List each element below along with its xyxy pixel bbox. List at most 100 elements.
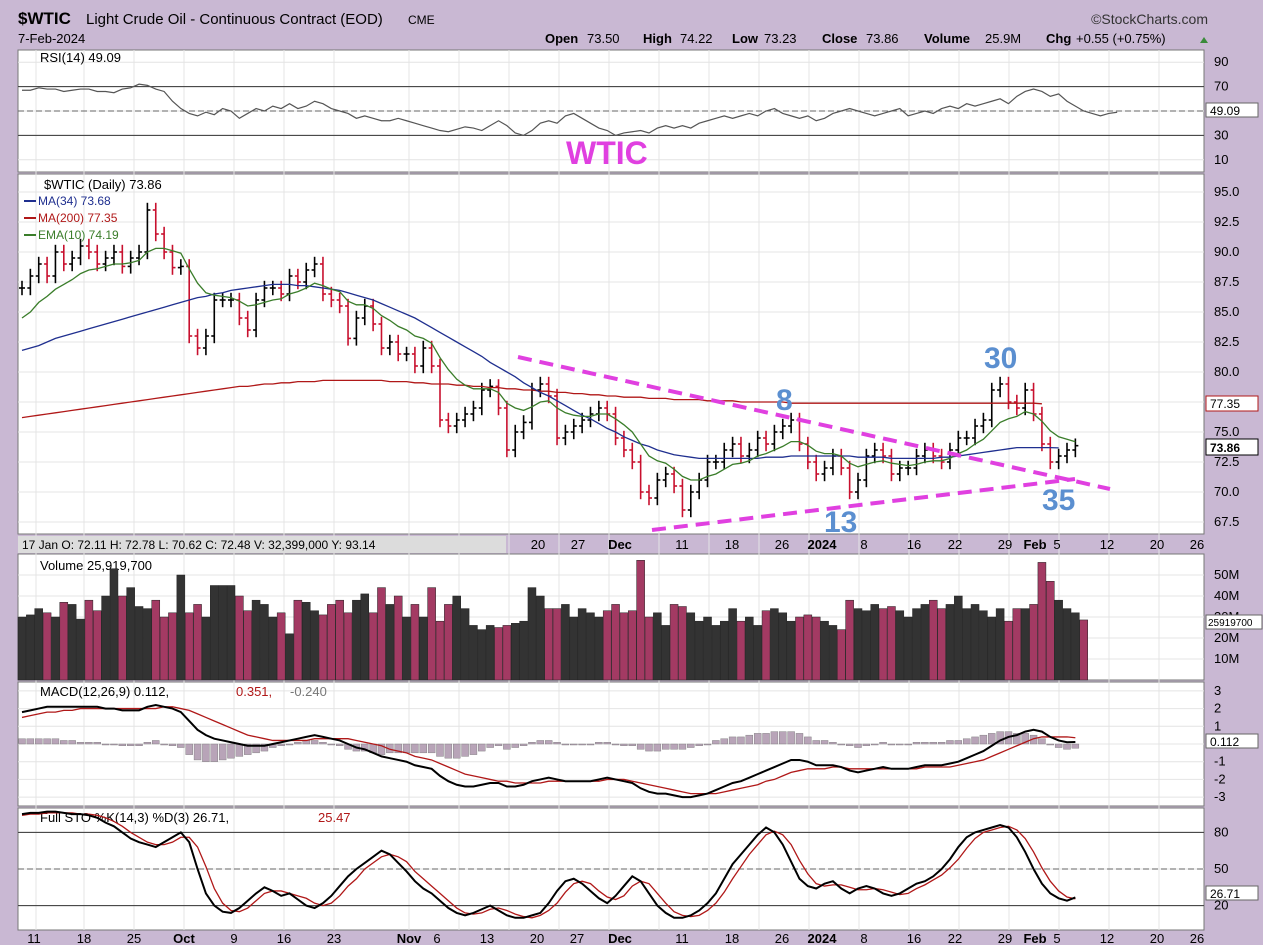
- volume-bar: [260, 604, 269, 681]
- volume-bar: [745, 616, 754, 681]
- macd-histogram-bar: [310, 740, 319, 745]
- volume-bar: [101, 595, 110, 681]
- macd-histogram-bar: [1038, 738, 1046, 745]
- macd-histogram-bar: [85, 742, 93, 745]
- bottom-axis-label: 20: [1150, 931, 1164, 945]
- macd-histogram-bar: [419, 743, 427, 754]
- volume-bar: [653, 612, 662, 681]
- macd-histogram-bar: [135, 743, 143, 746]
- macd-histogram-bar: [411, 743, 419, 754]
- volume-bar: [435, 620, 445, 681]
- price-tick-label: 67.5: [1214, 514, 1239, 529]
- volume-bar: [42, 612, 52, 681]
- bottom-axis-label: 29: [998, 931, 1012, 945]
- bottom-axis-label: 11: [27, 931, 41, 945]
- volume-bar: [360, 593, 370, 681]
- macd-histogram-bar: [962, 738, 971, 745]
- ma200-line: [21, 379, 1042, 419]
- volume-bar: [811, 616, 821, 681]
- macd-histogram-bar: [578, 743, 586, 746]
- open-label: Open: [545, 31, 578, 46]
- macd-histogram-bar: [779, 731, 787, 745]
- chg-label: Chg: [1046, 31, 1071, 46]
- macd-histogram-bar: [35, 738, 43, 745]
- volume-tick-label: 20M: [1214, 630, 1239, 645]
- macd-histogram-bar: [327, 743, 336, 746]
- macd-histogram-bar: [703, 743, 712, 746]
- price-tick-label: 80.0: [1214, 364, 1239, 379]
- macd-histogram-bar: [444, 743, 453, 759]
- macd-tick-label: -3: [1214, 789, 1226, 804]
- symbol-text: $WTIC: [18, 9, 71, 28]
- mid-axis-label: 5: [1053, 537, 1060, 552]
- macd-histogram-bar: [887, 743, 896, 746]
- ma200-value-box: [1205, 395, 1259, 412]
- mid-axis-label: 26: [775, 537, 789, 552]
- volume-bar: [134, 606, 144, 681]
- macd-histogram-bar: [845, 743, 854, 746]
- macd-tick-label: 2: [1214, 701, 1221, 716]
- volume-bar: [527, 587, 537, 681]
- macd-histogram-bar: [110, 743, 118, 746]
- macd-histogram-bar: [753, 733, 762, 745]
- volume-bar: [377, 587, 386, 681]
- volume-bar: [151, 599, 161, 681]
- macd-histogram-bar: [829, 742, 837, 745]
- volume-bar: [1071, 612, 1080, 681]
- hover-info-bar: [18, 536, 506, 553]
- volume-bar: [928, 599, 938, 681]
- macd-histogram-bar: [929, 742, 937, 745]
- rsi-tick-label: 90: [1214, 54, 1228, 69]
- volume-bar: [586, 612, 595, 681]
- cycle-label-30: 30: [984, 342, 1017, 375]
- macd-tick-label: -2: [1214, 771, 1226, 786]
- volume-value-box: [1205, 614, 1263, 630]
- volume-bar: [803, 614, 813, 681]
- bottom-axis-label: 16: [277, 931, 291, 945]
- macd-histogram-bar: [996, 731, 1004, 745]
- macd-histogram-bar: [227, 743, 235, 759]
- macd-histogram-bar: [26, 738, 35, 745]
- volume-bar: [143, 608, 152, 681]
- volume-bar: [1054, 599, 1063, 681]
- volume-bar: [67, 604, 77, 681]
- bottom-axis-label: Feb: [1023, 931, 1046, 945]
- low-value: 73.23: [764, 31, 797, 46]
- rsi-tick-label: 10: [1214, 152, 1228, 167]
- volume-bar: [786, 620, 796, 681]
- volume-bar: [552, 608, 562, 681]
- bottom-axis-label: 26: [1190, 931, 1204, 945]
- macd-histogram-bar: [528, 742, 536, 745]
- volume-bar: [703, 616, 712, 681]
- volume-bar: [686, 612, 696, 681]
- mid-axis-label: Dec: [608, 537, 632, 552]
- sto-tick-label: 50: [1214, 861, 1228, 876]
- macd-histogram-bar: [43, 738, 51, 745]
- mid-axis-label: 12: [1100, 537, 1114, 552]
- volume-label: Volume: [924, 31, 970, 46]
- macd-histogram-bar: [152, 740, 160, 745]
- volume-bar: [159, 616, 169, 681]
- volume-bar: [243, 610, 252, 681]
- macd-histogram-bar: [503, 743, 511, 750]
- macd-histogram-bar: [394, 743, 402, 754]
- macd-histogram-bar: [837, 743, 845, 746]
- volume-bar: [510, 623, 520, 681]
- volume-bar: [343, 612, 353, 681]
- bottom-axis-label: 5: [1053, 931, 1060, 945]
- volume-bar: [594, 616, 604, 681]
- volume-bar: [318, 614, 328, 681]
- bottom-axis-label: 26: [775, 931, 789, 945]
- bottom-axis-label: 6: [433, 931, 440, 945]
- volume-bar: [577, 608, 587, 681]
- volume-bar: [887, 606, 896, 681]
- ma34-legend: MA(34) 73.68: [38, 194, 111, 208]
- macd-histogram-bar: [570, 743, 578, 746]
- sto-label-d: 25.47: [318, 810, 351, 825]
- bottom-axis-label: 18: [77, 931, 91, 945]
- macd-histogram-bar: [402, 743, 411, 754]
- volume-bar: [569, 616, 579, 681]
- macd-histogram-bar: [252, 743, 260, 754]
- hover-info-text: 17 Jan O: 72.11 H: 72.78 L: 70.62 C: 72.…: [22, 538, 376, 552]
- volume-value: 25.9M: [985, 31, 1021, 46]
